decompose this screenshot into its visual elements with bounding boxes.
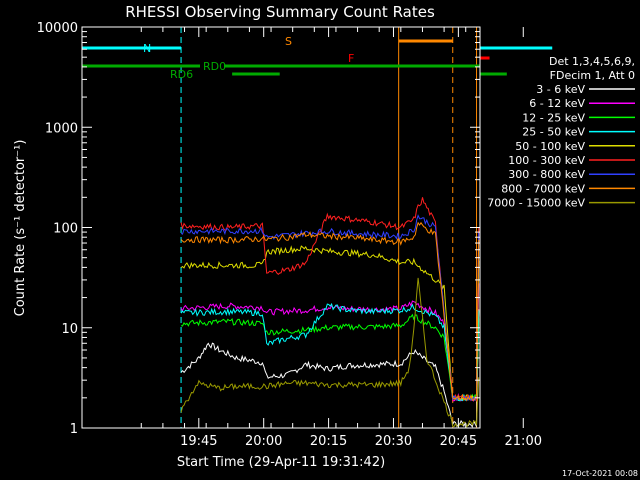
x-axis-label: Start Time (29-Apr-11 19:31:42) [177, 455, 385, 470]
series-line-1 [180, 283, 480, 402]
legend-label-7: 800 - 7000 keV [501, 182, 585, 195]
x-tick-label: 20:45 [440, 434, 477, 449]
legend-header-line-1: Det 1,3,4,5,6,9, [549, 55, 635, 68]
annotation-rd6: RD6 [170, 68, 193, 81]
legend-header-line-2: FDecim 1, Att 0 [550, 69, 635, 82]
series-line-8 [180, 277, 480, 428]
series-line-6 [180, 214, 480, 402]
y-tick-label: 100 [53, 222, 78, 237]
legend: Det 1,3,4,5,6,9, FDecim 1, Att 0 3 - 6 k… [487, 55, 635, 210]
series-layer [180, 197, 480, 428]
x-tick-label: 20:30 [375, 434, 412, 449]
legend-label-6: 300 - 800 keV [508, 168, 585, 181]
annotation-s: S [285, 35, 292, 48]
y-tick-label: 1000 [45, 121, 78, 136]
series-line-0 [180, 309, 480, 428]
x-tick-label: 21:00 [505, 434, 542, 449]
series-line-2 [180, 313, 480, 402]
x-tick-label: 19:45 [180, 434, 217, 449]
x-tick-label: 20:00 [245, 434, 282, 449]
x-axis-ticks: 19:45 20:00 20:15 20:30 20:45 21:00 [140, 27, 542, 449]
annotation-rd0: RD0 [203, 60, 226, 73]
y-axis-label: Count Rate (s⁻¹ detector⁻¹) [13, 140, 28, 317]
x-tick-label: 20:15 [310, 434, 347, 449]
legend-label-3: 25 - 50 keV [522, 126, 585, 139]
y-tick-label: 1 [70, 422, 78, 437]
footer-date: 17-Oct-2021 00:08 [562, 469, 638, 478]
legend-label-5: 100 - 300 keV [508, 154, 585, 167]
y-tick-label: 10000 [37, 21, 78, 36]
y-axis-ticks: 1 10 100 1000 10000 [37, 21, 480, 437]
annotation-f: F [348, 52, 354, 65]
legend-label-4: 50 - 100 keV [515, 140, 585, 153]
chart-title: RHESSI Observing Summary Count Rates [125, 3, 435, 21]
legend-label-0: 3 - 6 keV [536, 83, 585, 96]
mode-bars [82, 39, 553, 76]
series-line-5 [180, 197, 480, 402]
legend-label-1: 6 - 12 keV [529, 97, 585, 110]
series-line-3 [180, 302, 480, 402]
series-line-7 [180, 221, 480, 402]
legend-label-2: 12 - 25 keV [522, 111, 585, 124]
annotation-n: N [143, 42, 151, 55]
y-tick-label: 10 [61, 322, 78, 337]
series-line-4 [180, 245, 480, 401]
legend-label-8: 7000 - 15000 keV [487, 197, 585, 210]
rd0-label-gap [200, 63, 224, 69]
